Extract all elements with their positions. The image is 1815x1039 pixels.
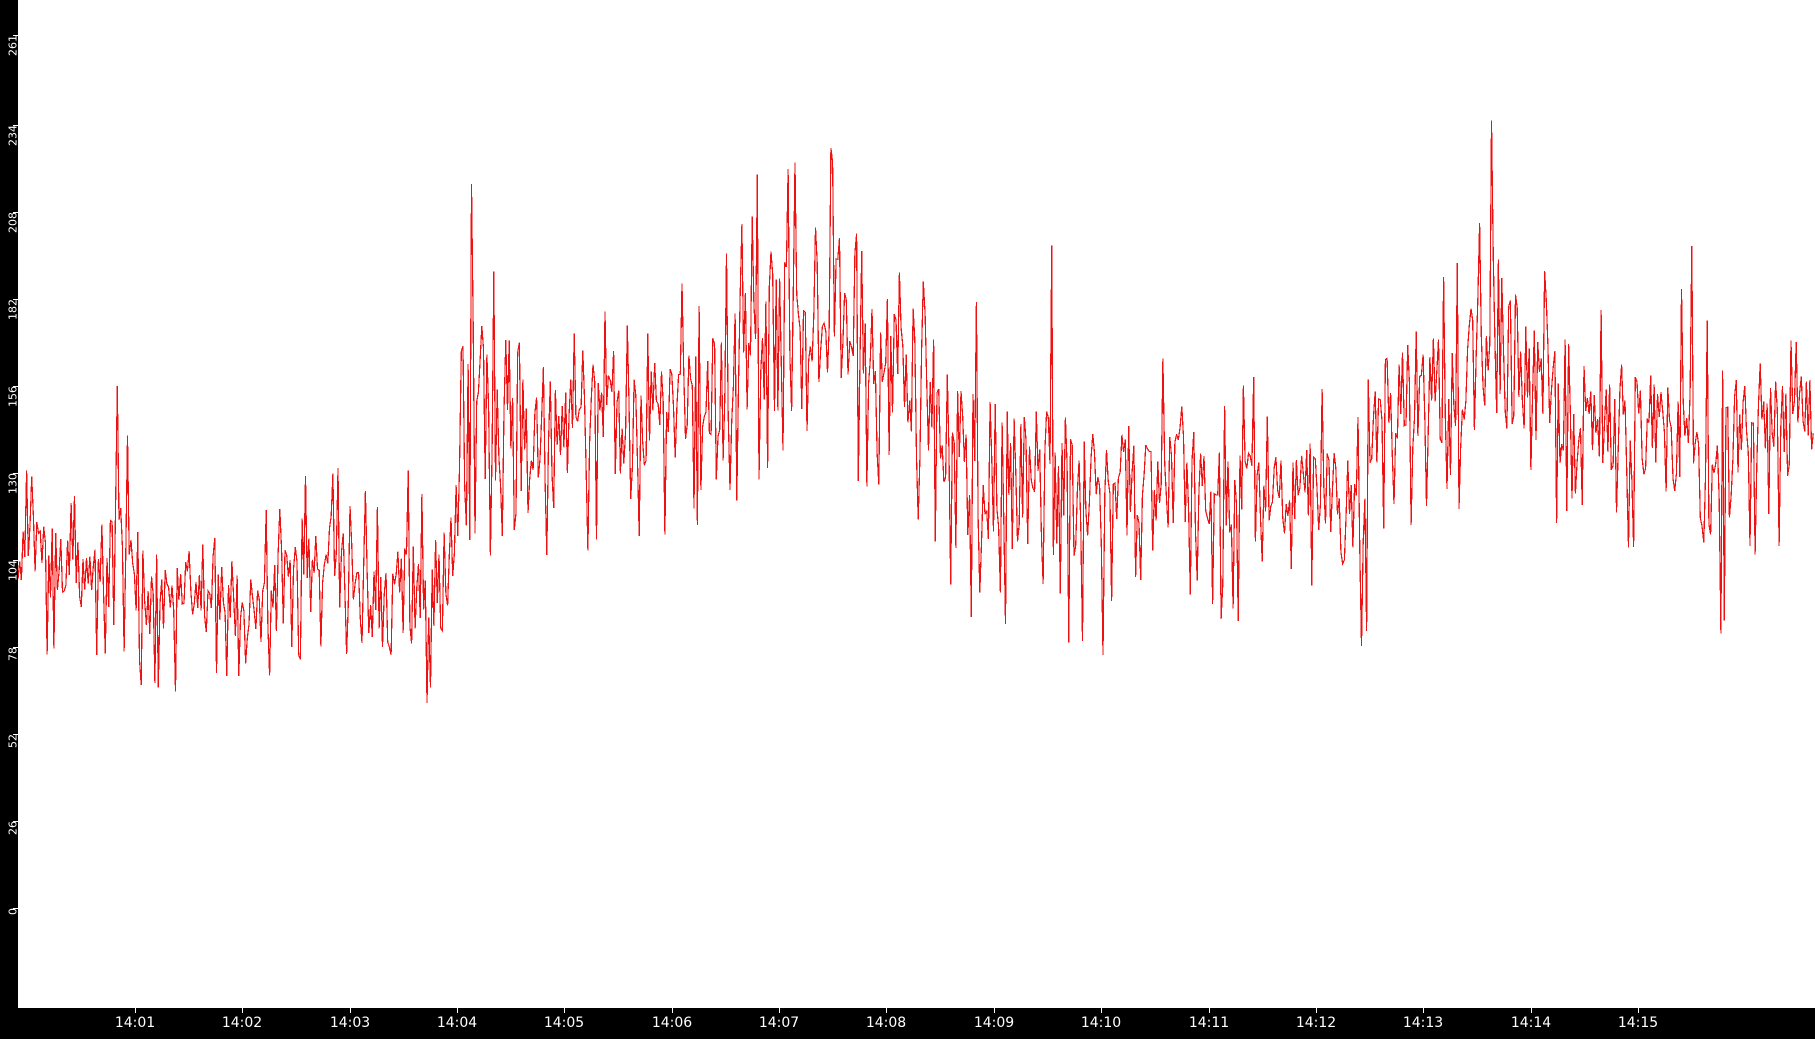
- y-tick-label: 104: [6, 560, 20, 581]
- x-tick-label: 14:04: [436, 1015, 478, 1031]
- x-tick-mark: [779, 1008, 780, 1013]
- y-tick-label: 26: [6, 821, 20, 835]
- x-tick-mark: [1101, 1008, 1102, 1013]
- y-tick-mark: [13, 34, 18, 36]
- series-plot: [18, 120, 1814, 704]
- y-axis-band: [0, 0, 18, 908]
- x-tick-label: 14:06: [651, 1015, 693, 1031]
- axis-corner: [0, 908, 18, 1008]
- x-tick-label: 14:02: [221, 1015, 263, 1031]
- y-tick-label: 156: [6, 386, 20, 407]
- x-tick-label: 14:09: [973, 1015, 1015, 1031]
- x-tick-label: 14:11: [1188, 1015, 1230, 1031]
- y-tick-label: 234: [6, 125, 20, 146]
- y-tick-mark: [13, 473, 18, 474]
- x-tick-mark: [1531, 1008, 1532, 1013]
- y-tick-mark: [13, 647, 18, 648]
- y-tick-label: 78: [6, 647, 20, 661]
- y-tick-mark: [13, 821, 18, 822]
- y-tick-label: 52: [6, 734, 20, 748]
- x-tick-label: 14:05: [543, 1015, 585, 1031]
- x-tick-mark: [457, 1008, 458, 1013]
- latency-trace: [18, 120, 1814, 704]
- x-tick-label: 14:07: [758, 1015, 800, 1031]
- x-tick-mark: [1209, 1008, 1210, 1013]
- x-tick-mark: [1316, 1008, 1317, 1013]
- x-tick-mark: [350, 1008, 351, 1013]
- x-tick-mark: [564, 1008, 565, 1013]
- x-tick-mark: [1638, 1008, 1639, 1013]
- x-tick-label: 14:12: [1295, 1015, 1337, 1031]
- y-tick-mark: [13, 299, 18, 300]
- x-axis-band: [0, 1008, 1815, 1039]
- y-tick-mark: [13, 212, 18, 213]
- x-tick-label: 14:14: [1510, 1015, 1552, 1031]
- y-tick-mark: [13, 734, 18, 735]
- y-tick-label: 261: [6, 34, 20, 56]
- x-tick-mark: [994, 1008, 995, 1013]
- x-tick-label: 14:08: [865, 1015, 907, 1031]
- y-tick-label: 208: [6, 212, 20, 233]
- y-tick-mark: [13, 125, 18, 126]
- y-tick-label: 130: [6, 473, 20, 494]
- y-tick-label: 0: [6, 908, 20, 915]
- y-tick-mark: [13, 560, 18, 561]
- x-tick-label: 14:13: [1402, 1015, 1444, 1031]
- x-tick-label: 14:01: [114, 1015, 156, 1031]
- x-tick-mark: [886, 1008, 887, 1013]
- x-tick-mark: [135, 1008, 136, 1013]
- x-tick-mark: [242, 1008, 243, 1013]
- x-tick-label: 14:10: [1080, 1015, 1122, 1031]
- x-tick-mark: [1423, 1008, 1424, 1013]
- plot-area: [18, 0, 1815, 1008]
- y-tick-mark: [13, 908, 18, 909]
- x-tick-label: 14:03: [329, 1015, 371, 1031]
- y-tick-label: 182: [6, 299, 20, 320]
- x-tick-mark: [672, 1008, 673, 1013]
- x-tick-label: 14:15: [1617, 1015, 1659, 1031]
- y-tick-mark: [13, 386, 18, 387]
